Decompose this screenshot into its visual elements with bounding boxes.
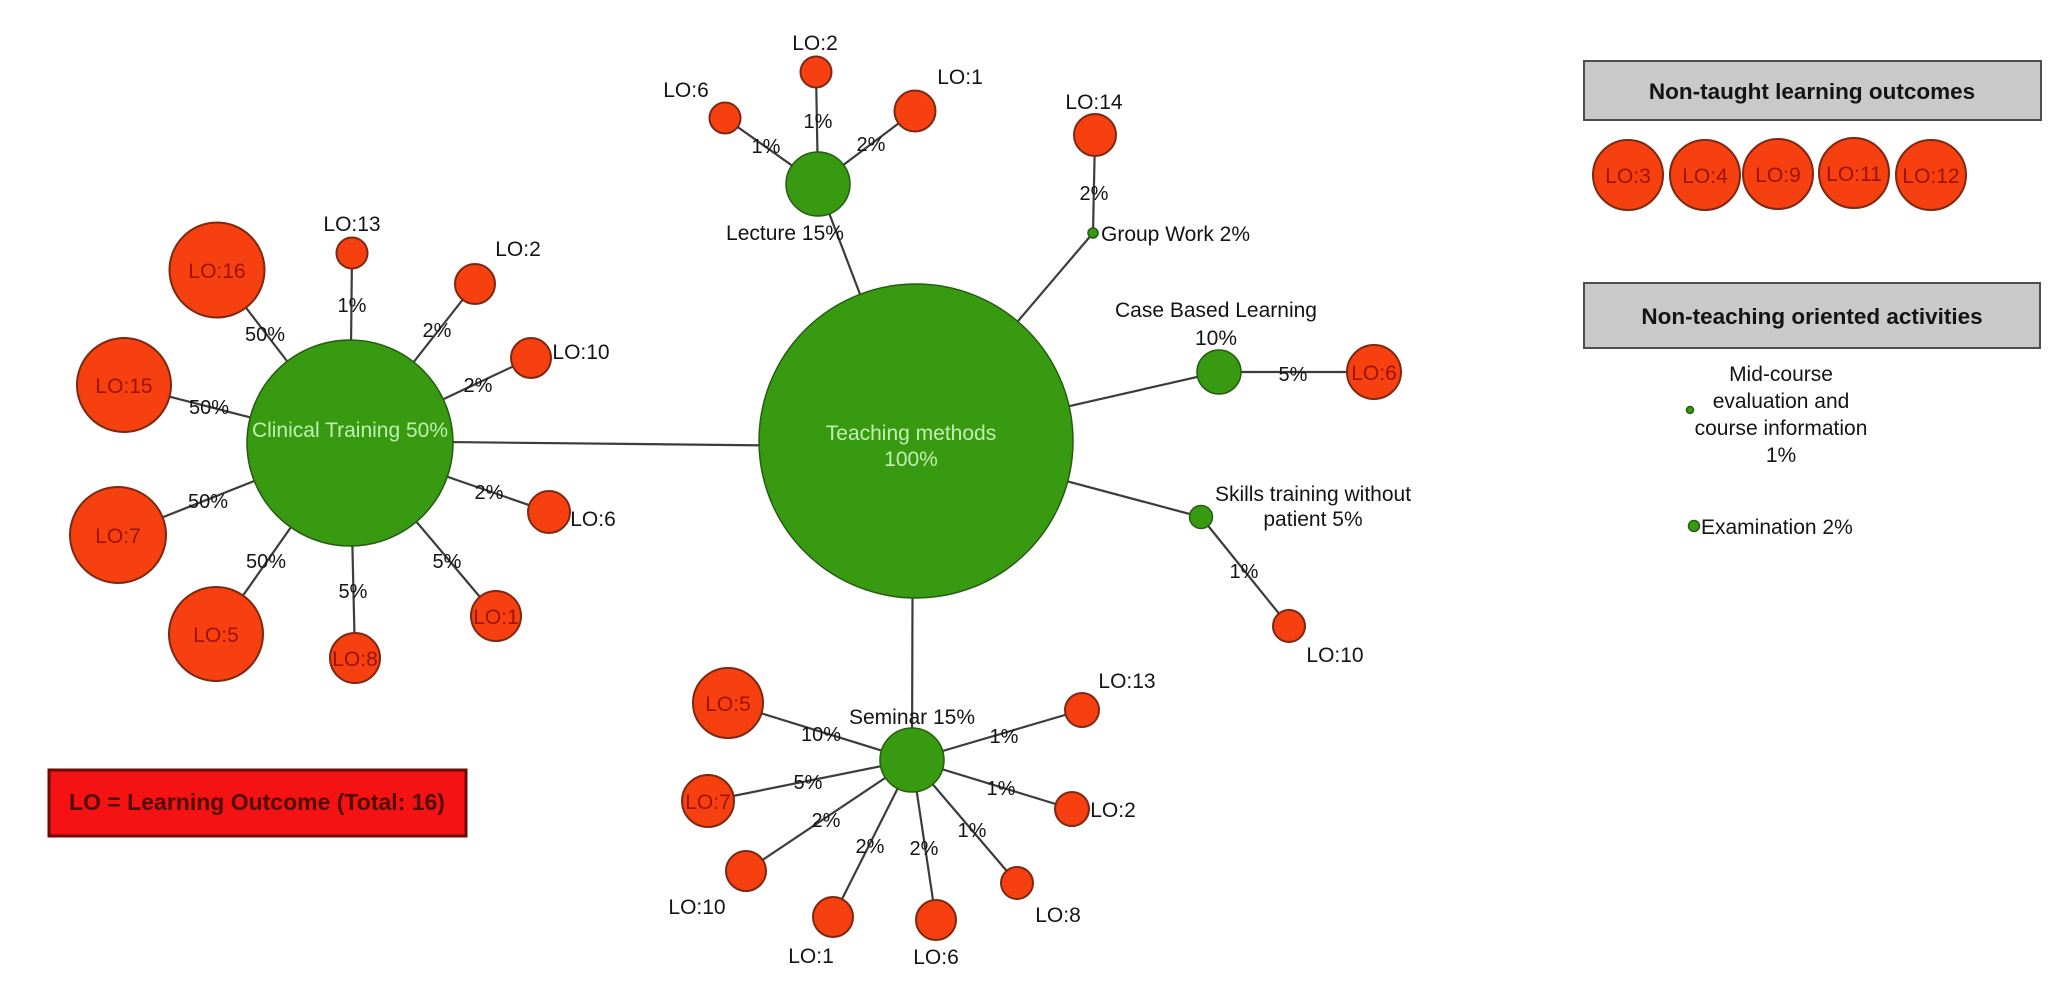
svg-text:course information: course information [1695,417,1868,440]
svg-text:Lecture 15%: Lecture 15% [726,222,844,245]
svg-text:2%: 2% [423,320,452,342]
svg-text:LO:10: LO:10 [668,896,725,919]
svg-text:LO:7: LO:7 [95,525,141,548]
svg-text:Non-teaching oriented activiti: Non-teaching oriented activities [1641,304,1982,329]
svg-text:LO:2: LO:2 [792,32,838,55]
svg-text:10%: 10% [801,724,841,746]
svg-text:LO:6: LO:6 [913,946,959,969]
svg-text:1%: 1% [987,778,1016,800]
svg-text:1%: 1% [1230,561,1259,583]
svg-text:evaluation and: evaluation and [1713,390,1850,413]
svg-text:5%: 5% [794,772,823,794]
svg-text:Seminar 15%: Seminar 15% [849,706,975,729]
svg-text:LO:6: LO:6 [1351,362,1397,385]
svg-text:50%: 50% [246,551,286,573]
svg-text:2%: 2% [812,810,841,832]
svg-text:1%: 1% [990,726,1019,748]
svg-text:patient 5%: patient 5% [1263,508,1362,531]
svg-text:50%: 50% [245,324,285,346]
svg-text:2%: 2% [464,375,493,397]
svg-text:LO:1: LO:1 [937,66,983,89]
svg-text:LO:6: LO:6 [663,79,709,102]
svg-text:1%: 1% [958,820,987,842]
svg-text:5%: 5% [339,581,368,603]
svg-text:2%: 2% [1080,183,1109,205]
svg-text:1%: 1% [1766,444,1796,467]
svg-text:1%: 1% [804,111,833,133]
svg-text:10%: 10% [1195,327,1237,350]
svg-text:LO:11: LO:11 [1826,163,1882,186]
svg-text:Case Based Learning: Case Based Learning [1115,299,1317,322]
svg-text:LO:8: LO:8 [332,648,378,671]
svg-text:2%: 2% [475,482,504,504]
svg-text:Mid-course: Mid-course [1729,363,1833,386]
svg-text:2%: 2% [856,836,885,858]
svg-text:5%: 5% [1279,364,1308,386]
svg-text:LO:6: LO:6 [570,508,616,531]
svg-text:50%: 50% [189,397,229,419]
svg-text:2%: 2% [857,134,886,156]
svg-text:LO:4: LO:4 [1682,165,1728,188]
svg-text:LO:5: LO:5 [193,624,239,647]
svg-text:5%: 5% [433,551,462,573]
svg-text:LO:13: LO:13 [323,213,380,236]
svg-text:Group Work 2%: Group Work 2% [1101,223,1250,246]
svg-text:1%: 1% [752,136,781,158]
svg-text:LO:5: LO:5 [705,693,751,716]
svg-text:50%: 50% [188,491,228,513]
svg-text:Clinical Training 50%: Clinical Training 50% [252,419,448,442]
svg-text:LO:16: LO:16 [188,260,245,283]
svg-text:Non-taught learning outcomes: Non-taught learning outcomes [1649,79,1975,104]
svg-text:LO = Learning Outcome (Total:: LO = Learning Outcome (Total: 16) [69,789,445,815]
svg-text:Examination 2%: Examination 2% [1701,516,1853,539]
svg-text:LO:1: LO:1 [473,606,519,629]
svg-text:2%: 2% [910,838,939,860]
svg-text:LO:10: LO:10 [552,341,609,364]
svg-text:LO:2: LO:2 [1090,799,1136,822]
svg-text:LO:15: LO:15 [95,375,152,398]
svg-text:LO:2: LO:2 [495,238,541,261]
svg-text:LO:14: LO:14 [1065,91,1123,114]
svg-text:LO:12: LO:12 [1902,165,1959,188]
svg-text:LO:3: LO:3 [1605,165,1651,188]
svg-text:LO:9: LO:9 [1755,164,1801,187]
svg-text:LO:8: LO:8 [1035,904,1081,927]
svg-text:Teaching methods: Teaching methods [826,422,996,445]
svg-text:LO:1: LO:1 [788,945,834,968]
svg-text:100%: 100% [884,448,938,471]
svg-text:LO:10: LO:10 [1306,644,1363,667]
svg-text:LO:7: LO:7 [685,791,731,814]
svg-text:LO:13: LO:13 [1098,670,1155,693]
svg-text:1%: 1% [338,295,367,317]
svg-text:Skills training without: Skills training without [1215,483,1411,506]
